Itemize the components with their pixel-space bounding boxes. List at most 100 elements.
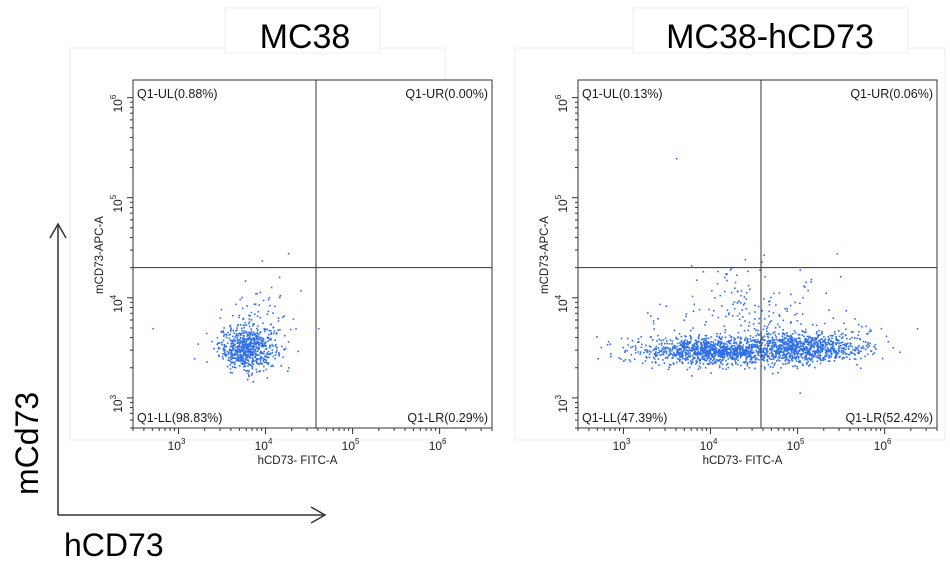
data-point — [223, 335, 225, 337]
data-point — [705, 348, 707, 350]
data-point — [728, 312, 730, 314]
data-point — [720, 351, 723, 353]
data-point — [243, 350, 246, 352]
data-point — [762, 336, 764, 339]
data-point — [665, 350, 668, 353]
data-point — [754, 318, 756, 320]
data-point — [739, 302, 742, 304]
data-point — [813, 355, 815, 358]
data-point — [708, 353, 710, 355]
data-point — [756, 351, 758, 353]
data-point — [775, 360, 778, 362]
data-point — [782, 351, 785, 353]
data-point — [680, 348, 682, 351]
data-point — [256, 350, 259, 352]
data-point — [227, 351, 230, 354]
data-point — [817, 357, 820, 359]
data-point — [663, 362, 666, 364]
data-point — [743, 329, 746, 332]
data-point — [241, 341, 243, 344]
data-point — [721, 349, 724, 351]
data-point — [690, 335, 692, 338]
data-point — [754, 338, 757, 341]
data-point — [721, 354, 723, 356]
data-point — [854, 337, 856, 339]
data-point — [278, 352, 280, 354]
data-point — [262, 352, 265, 355]
data-point — [786, 362, 789, 365]
data-point — [251, 348, 253, 350]
data-point — [826, 351, 828, 353]
data-point — [652, 322, 655, 325]
data-point — [789, 348, 792, 350]
data-point — [242, 324, 245, 326]
data-point — [738, 347, 741, 349]
data-point — [639, 353, 641, 355]
data-point — [250, 330, 253, 333]
data-point — [778, 352, 781, 354]
data-point — [804, 286, 806, 288]
data-point — [782, 357, 785, 359]
data-point — [278, 355, 281, 357]
data-point — [820, 348, 823, 351]
data-point — [225, 353, 228, 356]
data-point — [731, 354, 734, 356]
data-point — [245, 350, 248, 353]
data-point — [635, 347, 637, 349]
data-point — [867, 341, 869, 344]
data-point — [717, 344, 719, 346]
data-point — [717, 316, 720, 319]
data-point — [805, 331, 807, 333]
data-point — [680, 352, 682, 355]
data-point — [216, 350, 219, 353]
data-point — [809, 345, 812, 348]
data-point — [254, 356, 256, 358]
data-point — [698, 335, 700, 338]
data-point — [255, 293, 257, 295]
data-point — [235, 359, 238, 362]
data-point — [815, 350, 817, 353]
data-point — [248, 331, 250, 334]
data-point — [840, 275, 842, 278]
data-point — [855, 346, 857, 349]
data-point — [707, 345, 709, 348]
data-point — [251, 337, 253, 340]
data-point — [778, 359, 781, 362]
data-point — [256, 315, 259, 317]
data-point — [843, 344, 846, 347]
data-point — [649, 346, 652, 348]
data-point — [745, 347, 748, 349]
data-point — [749, 349, 752, 351]
data-point — [768, 310, 770, 313]
data-point — [687, 358, 689, 361]
data-point — [711, 346, 714, 349]
data-point — [704, 367, 707, 369]
data-point — [721, 341, 724, 344]
data-point — [259, 360, 262, 362]
data-point — [262, 370, 265, 372]
data-point — [693, 342, 696, 345]
data-point — [754, 361, 756, 364]
data-point — [799, 337, 801, 340]
data-point — [229, 364, 231, 366]
data-point — [760, 354, 763, 356]
data-point — [696, 360, 699, 363]
data-point — [264, 355, 266, 358]
data-point — [703, 351, 706, 354]
data-point — [657, 347, 660, 349]
data-point — [725, 350, 728, 352]
data-point — [255, 347, 258, 349]
data-point — [797, 361, 800, 363]
data-point — [262, 340, 265, 342]
data-point — [232, 314, 234, 317]
data-point — [856, 347, 858, 349]
data-point — [645, 344, 647, 347]
data-point — [758, 358, 760, 361]
data-point — [733, 358, 736, 360]
data-point — [687, 350, 689, 352]
data-point — [832, 342, 834, 345]
data-point — [757, 305, 760, 308]
data-point — [680, 355, 682, 358]
data-point — [270, 330, 272, 332]
data-point — [795, 345, 797, 348]
